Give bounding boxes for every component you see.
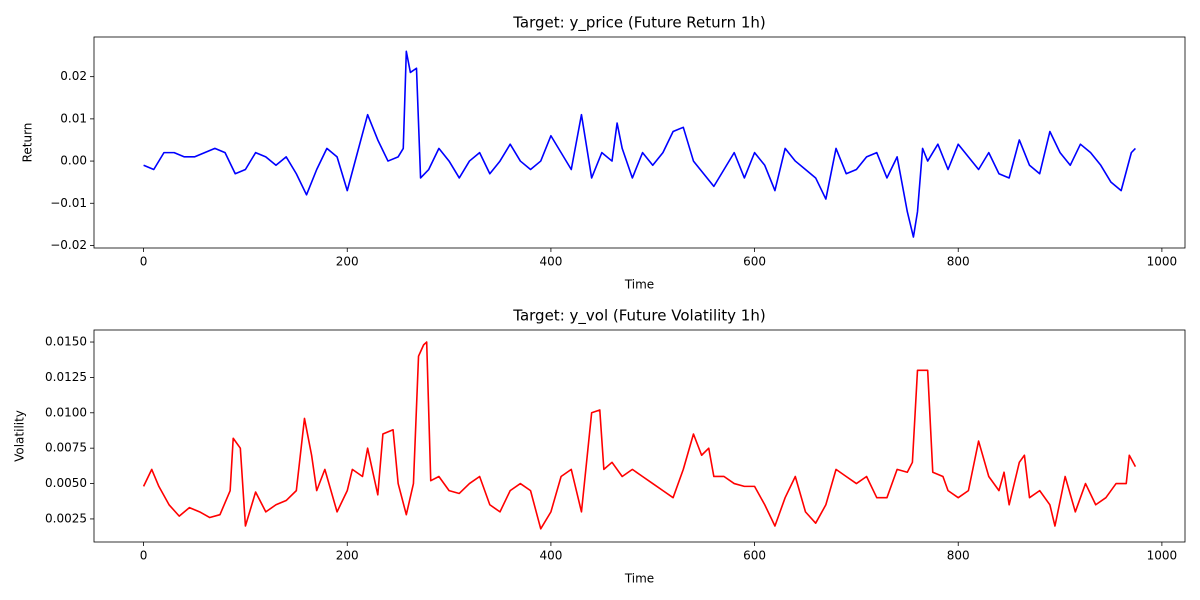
data-line: [143, 50, 1136, 238]
y-tick-label: 0.0050: [45, 476, 87, 490]
y-tick-label: 0.0125: [45, 370, 87, 384]
x-tick-label: 800: [947, 255, 970, 269]
y-tick-label: −0.02: [50, 238, 87, 252]
chart-title: Target: y_price (Future Return 1h): [512, 14, 766, 33]
data-line: [142, 341, 1137, 530]
x-axis-label: Time: [624, 278, 654, 292]
x-tick-label: 1000: [1147, 255, 1178, 269]
plot-frame: [93, 36, 1186, 249]
y-tick-label: 0.0100: [45, 405, 87, 419]
y-axis-label: Return: [21, 123, 35, 163]
x-tick-label: 200: [336, 255, 359, 269]
x-tick-label: 400: [539, 549, 562, 563]
y-tick-label: −0.01: [50, 196, 87, 210]
y-tick-label: 0.02: [60, 69, 87, 83]
y-tick-label: 0.00: [60, 154, 87, 168]
x-tick-label: 0: [140, 549, 148, 563]
y-tick-label: 0.0075: [45, 441, 87, 455]
y-tick-label: 0.01: [60, 111, 87, 125]
y-axis-label: Volatility: [13, 410, 27, 462]
chart-title: Target: y_vol (Future Volatility 1h): [512, 307, 765, 326]
x-axis-label: Time: [624, 572, 654, 586]
x-tick-label: 0: [140, 255, 148, 269]
y-tick-label: 0.0150: [45, 335, 87, 349]
x-tick-label: 1000: [1147, 549, 1178, 563]
x-tick-label: 200: [336, 549, 359, 563]
x-tick-label: 600: [743, 255, 766, 269]
y-tick-label: 0.0025: [45, 511, 87, 525]
x-tick-label: 600: [743, 549, 766, 563]
x-tick-label: 800: [947, 549, 970, 563]
plot-frame: [93, 329, 1186, 543]
x-tick-label: 400: [539, 255, 562, 269]
